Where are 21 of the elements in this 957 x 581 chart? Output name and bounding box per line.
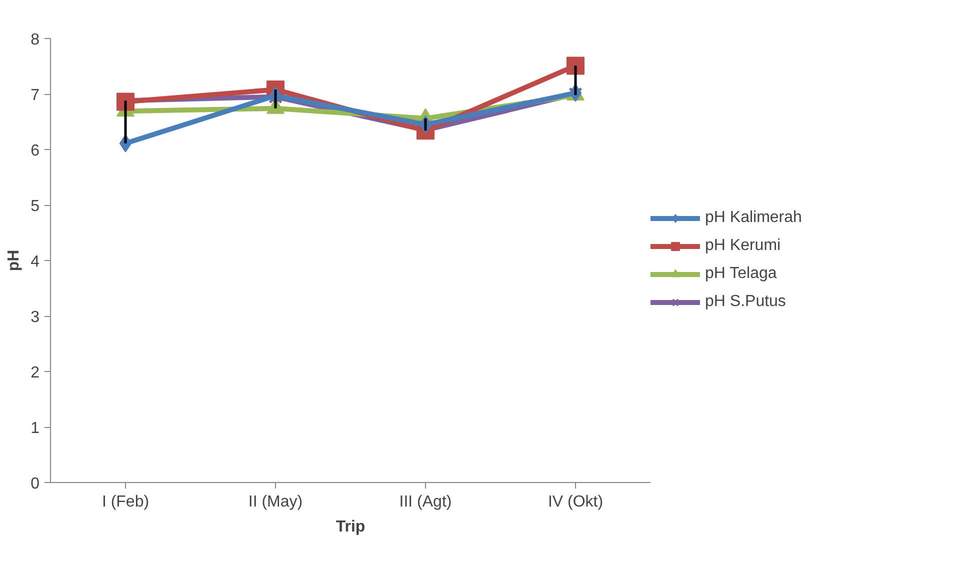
y-tick-label: 8 — [30, 32, 40, 48]
x-tick-label: II (May) — [248, 494, 303, 510]
legend-label: pH Kalimerah — [705, 209, 802, 227]
y-tick-label: 7 — [30, 87, 40, 104]
y-axis-title: pH — [6, 250, 23, 272]
x-tick-label: IV (Okt) — [548, 494, 604, 510]
y-tick-label: 1 — [30, 420, 40, 437]
legend-label: pH S.Putus — [705, 293, 786, 311]
legend-label: pH Kerumi — [705, 237, 781, 255]
point — [116, 92, 134, 111]
y-tick-label: 0 — [30, 476, 40, 492]
legend-label: pH Telaga — [705, 265, 777, 283]
x-tick-label: I (Feb) — [102, 494, 150, 510]
point — [566, 56, 584, 75]
x-tick-label: III (Agt) — [399, 494, 452, 510]
y-tick-label: 4 — [30, 254, 40, 270]
y-tick-label: 2 — [30, 364, 40, 382]
y-tick-label: 3 — [30, 309, 40, 326]
y-tick-label: 5 — [30, 198, 40, 215]
x-axis-title: Trip — [336, 518, 366, 536]
y-tick-label: 6 — [30, 142, 40, 160]
